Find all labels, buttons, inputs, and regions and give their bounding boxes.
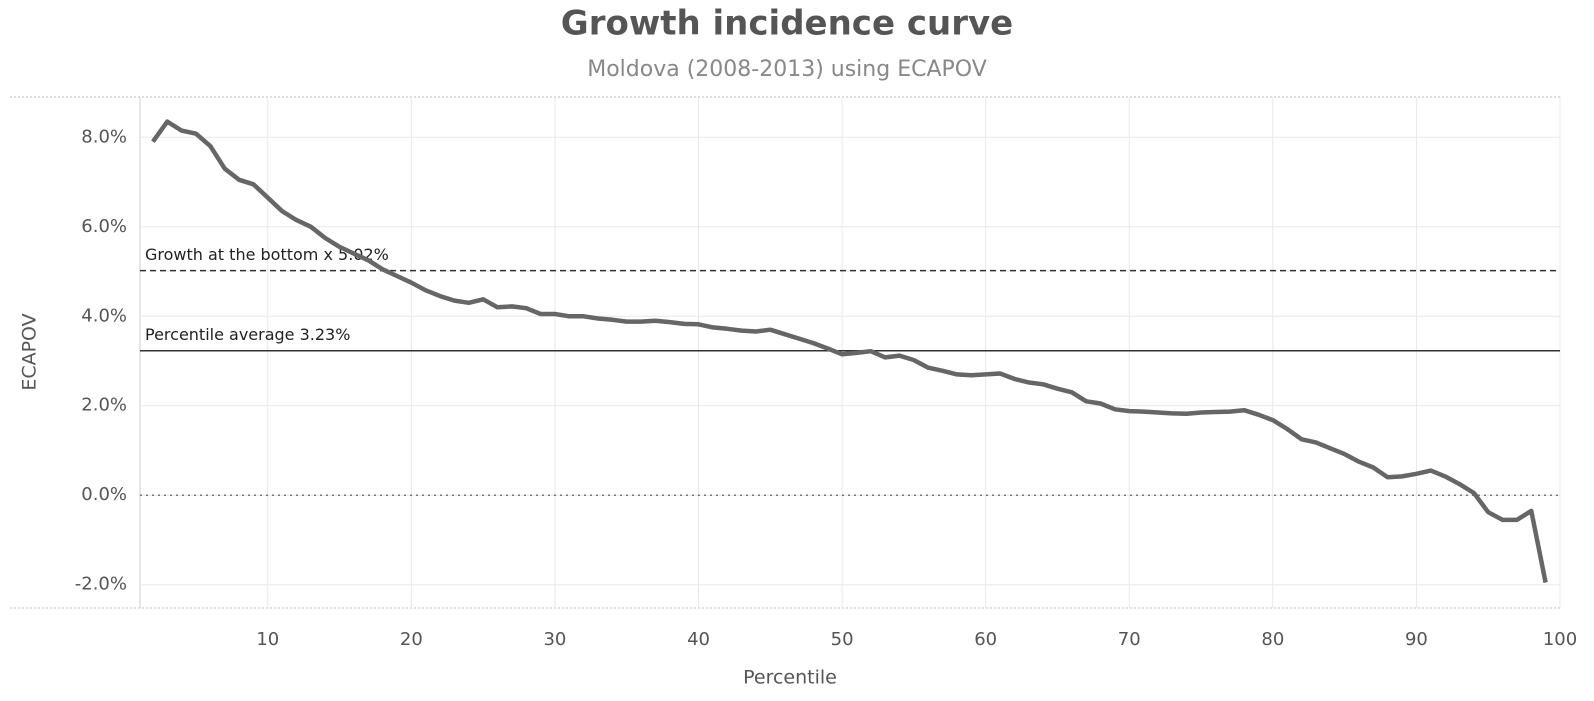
x-tick-label: 80 <box>1261 629 1284 650</box>
reference-label: Growth at the bottom x 5.02% <box>145 245 389 264</box>
reference-label: Percentile average 3.23% <box>145 325 350 344</box>
x-tick-label: 50 <box>831 629 854 650</box>
x-axis-title: Percentile <box>743 667 837 689</box>
y-tick-label: 0.0% <box>81 484 127 505</box>
y-tick-label: 6.0% <box>81 216 127 237</box>
x-tick-label: 40 <box>687 629 710 650</box>
x-tick-label: 20 <box>400 629 423 650</box>
y-tick-label: -2.0% <box>75 574 127 595</box>
x-tick-label: 90 <box>1405 629 1428 650</box>
y-tick-label: 2.0% <box>81 395 127 416</box>
x-tick-label: 100 <box>1543 629 1577 650</box>
x-tick-label: 10 <box>256 629 279 650</box>
chart-title: Growth incidence curve <box>561 4 1013 44</box>
y-axis-title: ECAPOV <box>19 313 41 390</box>
data-line <box>151 119 1548 583</box>
x-tick-label: 30 <box>543 629 566 650</box>
chart-subtitle: Moldova (2008-2013) using ECAPOV <box>587 57 987 82</box>
x-tick-label: 70 <box>1118 629 1141 650</box>
y-tick-label: 8.0% <box>81 126 127 147</box>
x-tick-label: 60 <box>974 629 997 650</box>
y-tick-label: 4.0% <box>81 305 127 326</box>
